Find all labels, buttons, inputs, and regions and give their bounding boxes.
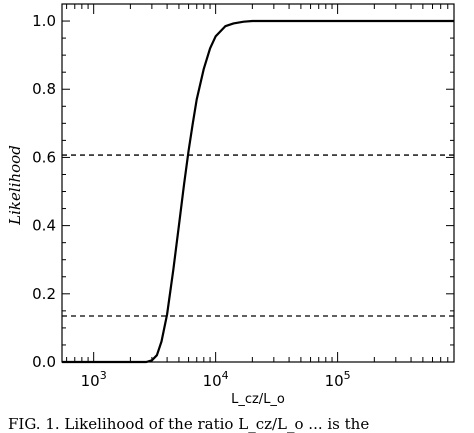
y-tick-label: 0.0 <box>32 353 56 371</box>
x-tick-label: 105 <box>325 369 351 390</box>
likelihood-curve <box>62 19 454 364</box>
figure-caption: FIG. 1. Likelihood of the ratio L_cz/L_o… <box>8 415 370 433</box>
y-tick-label: 0.2 <box>32 285 56 303</box>
x-axis-label: L_cz/L_o <box>231 392 285 407</box>
plot-frame <box>61 3 455 363</box>
y-axis-label: Likelihood <box>6 145 24 226</box>
y-tick-label: 1.0 <box>32 12 56 30</box>
plot-area: 0.0 0.2 0.4 0.6 0.8 1.0 103 104 105 <box>32 3 455 390</box>
y-tick-label: 0.4 <box>32 217 56 235</box>
x-tick-label: 103 <box>81 369 107 390</box>
y-tick-label: 0.8 <box>32 80 56 98</box>
y-tick-label: 0.6 <box>32 148 56 166</box>
x-tick-label: 104 <box>203 369 229 390</box>
